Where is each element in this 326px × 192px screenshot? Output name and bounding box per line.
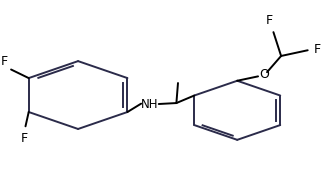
Text: F: F [314, 43, 321, 56]
Text: F: F [0, 55, 7, 68]
Text: F: F [266, 14, 273, 27]
Text: O: O [259, 68, 269, 81]
Text: NH: NH [141, 98, 158, 111]
Text: F: F [20, 132, 27, 145]
